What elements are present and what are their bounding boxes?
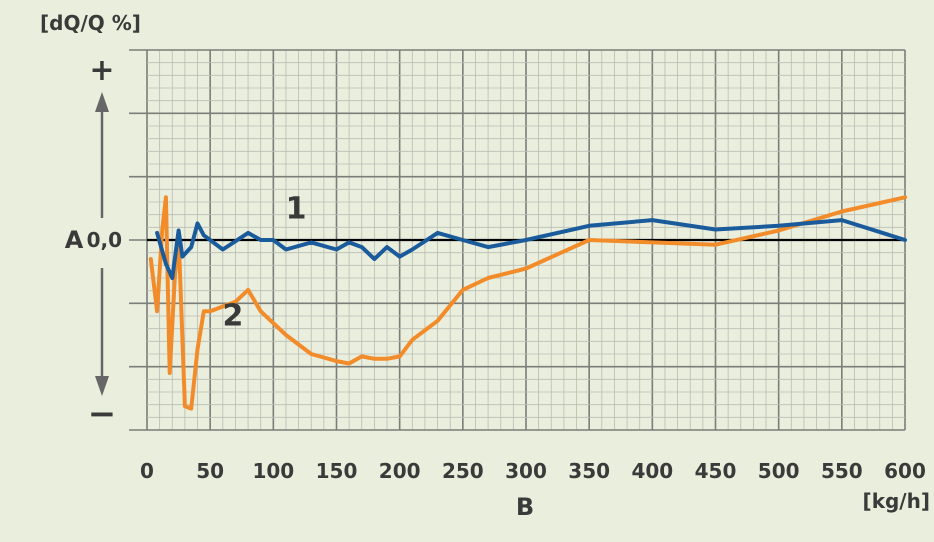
x-tick-labels: 0 50 100 150 200 250 300 350 400 450 500 550 600 [140,459,926,483]
y-plus-label: + [89,53,114,88]
x-tick-label: 200 [379,459,421,483]
x-tick-label: 500 [758,459,800,483]
series-label-1: 1 [286,192,307,227]
series-line-1 [155,218,907,280]
x-tick-label: 150 [316,459,358,483]
x-tick-label: 350 [568,459,610,483]
x-tick-label: 400 [631,459,673,483]
y-minus-label: − [88,394,117,434]
x-tick-label: 300 [505,459,547,483]
series-label-2: 2 [222,299,243,334]
x-tick-label: 550 [821,459,863,483]
labels: [dQ/Q %] + − 0,0 A [kg/h] B 0 50 100 150 200… [40,11,930,521]
x-tick-label: 0 [140,459,154,483]
series-layer [148,195,907,411]
x-tick-label: 600 [884,459,926,483]
x-tick-label: 250 [442,459,484,483]
x-tick-label: 50 [196,459,224,483]
x-tick-label: 450 [695,459,737,483]
arrow-up-icon [95,92,109,112]
y-zero-tick-label: 0,0 [87,228,122,252]
x-axis-unit-label: [kg/h] [863,489,930,513]
arrow-down-icon [95,376,109,396]
x-tick-label: 100 [252,459,294,483]
y-axis-unit-label: [dQ/Q %] [40,11,141,35]
y-axis-name: A [65,226,84,254]
x-axis-name: B [516,493,534,521]
y-direction-arrows [95,92,109,396]
